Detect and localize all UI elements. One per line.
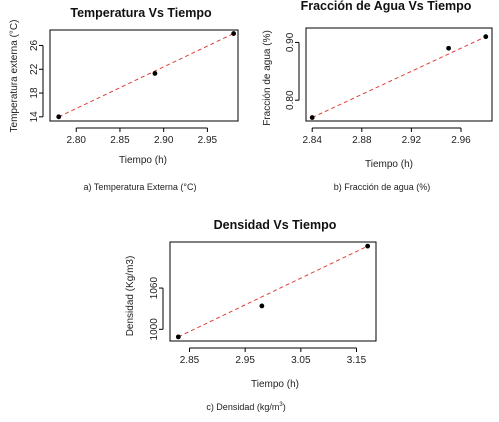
panel-c-xlabel: Tiempo (h) (251, 379, 299, 390)
data-point (309, 115, 315, 120)
data-point (152, 71, 158, 76)
y-tick-label: 0.90 (285, 32, 296, 52)
panel-b-caption: b) Fracción de agua (%) (334, 182, 431, 192)
x-axis: 2.85 2.95 3.05 3.15 (180, 347, 367, 366)
panel-c: Densidad Vs Tiempo Tiempo (h) Densidad (… (125, 218, 337, 412)
plot-frame (305, 27, 493, 122)
panel-b-xlabel: Tiempo (h) (365, 159, 413, 170)
trend-line (58, 33, 234, 118)
x-axis: 2.80 2.85 2.90 2.95 (66, 127, 218, 146)
x-axis: 2.84 2.88 2.92 2.96 (302, 127, 471, 146)
plot-frame (49, 29, 239, 122)
y-tick-label: 0.80 (285, 90, 296, 110)
x-tick-label: 2.90 (154, 135, 174, 146)
x-tick-label: 2.88 (352, 135, 372, 146)
x-tick-label: 2.85 (110, 135, 130, 146)
panel-a-title: Temperatura Vs Tiempo (70, 6, 212, 20)
x-tick-label: 2.80 (66, 135, 86, 146)
data-point (483, 34, 489, 40)
trend-line (178, 245, 368, 338)
x-tick-label: 2.84 (302, 135, 322, 146)
panel-a: Temperatura Vs Tiempo Tiempo (h) Tempera… (9, 6, 212, 192)
x-tick-label: 2.95 (235, 355, 255, 366)
data-point (231, 31, 237, 36)
x-tick-label: 2.85 (180, 355, 200, 366)
panel-c-ylabel: Densidad (Kg/m3) (125, 256, 136, 337)
plot-frame (169, 241, 377, 342)
y-tick-label: 26 (29, 39, 40, 51)
panel-a-plot: 2.80 2.85 2.90 2.95 14 18 22 26 (29, 29, 239, 146)
x-tick-label: 2.92 (402, 135, 422, 146)
panel-a-caption: a) Temperatura Externa (°C) (84, 182, 197, 192)
data-point (56, 114, 62, 120)
panel-c-title: Densidad Vs Tiempo (214, 218, 337, 232)
y-axis: 0.80 0.90 (285, 32, 300, 110)
panel-b: Fracción de Agua Vs Tiempo Tiempo (h) Fr… (262, 0, 472, 192)
data-point (175, 334, 181, 340)
y-tick-label: 18 (29, 87, 40, 99)
x-tick-label: 3.15 (347, 355, 367, 366)
x-tick-label: 2.95 (198, 135, 218, 146)
y-axis: 1000 1060 (149, 277, 164, 341)
data-point (259, 303, 265, 309)
data-point (446, 45, 451, 51)
y-tick-label: 22 (29, 63, 40, 75)
panel-b-title: Fracción de Agua Vs Tiempo (301, 0, 472, 13)
y-tick-label: 14 (29, 111, 40, 123)
data-point (365, 243, 371, 249)
y-axis: 14 18 22 26 (29, 39, 44, 123)
panel-c-plot: 2.85 2.95 3.05 3.15 1000 1060 (149, 241, 377, 366)
panel-c-caption: c) Densidad (kg/m3) (206, 402, 285, 412)
trend-line (311, 36, 487, 118)
y-tick-label: 1000 (149, 318, 160, 341)
x-tick-label: 3.05 (291, 355, 311, 366)
panel-b-ylabel: Fracción de agua (%) (262, 30, 273, 126)
panel-a-xlabel: Tiempo (h) (119, 155, 167, 166)
y-tick-label: 1060 (149, 277, 160, 300)
panel-a-ylabel: Temperatura externa (°C) (9, 20, 20, 133)
x-tick-label: 2.96 (451, 135, 471, 146)
panel-b-plot: 2.84 2.88 2.92 2.96 0.80 0.90 (285, 27, 493, 146)
